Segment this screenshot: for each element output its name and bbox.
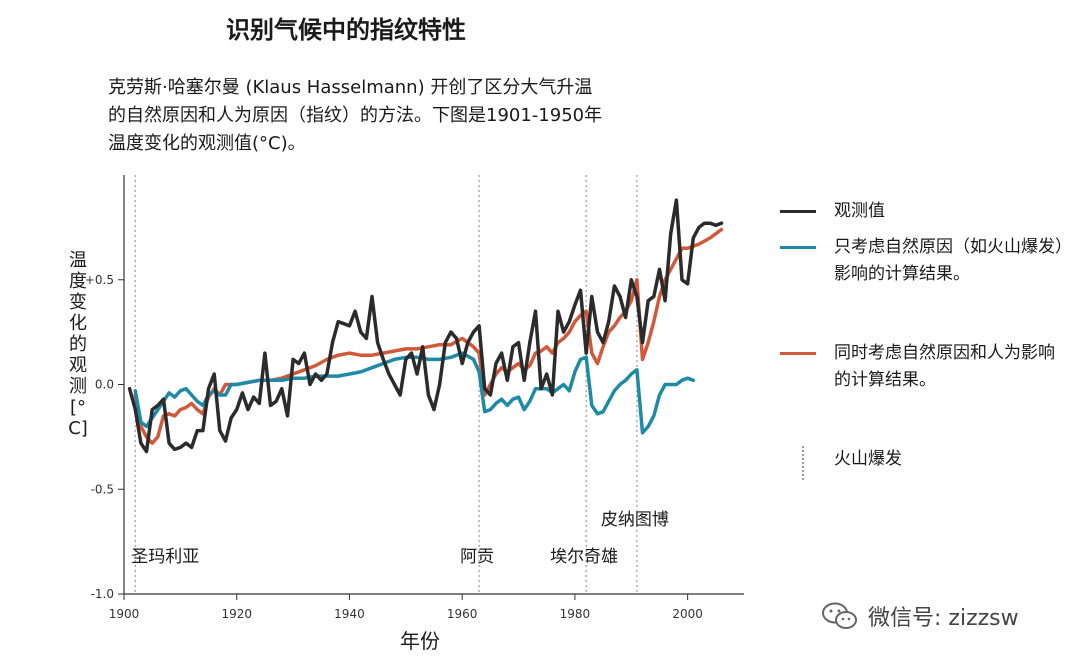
- legend-swatch-observed: [780, 210, 816, 213]
- x-tick-label: 1960: [447, 607, 478, 621]
- x-tick-label: 1980: [560, 607, 591, 621]
- series-line-combined: [133, 227, 724, 445]
- x-tick-label: 1920: [221, 607, 252, 621]
- volcano-label: 阿贡: [460, 547, 494, 567]
- y-axis-label: 温度变化的观测[°C]: [68, 250, 88, 439]
- chart-labels: 圣玛利亚 阿贡 埃尔奇雄 皮纳图博: [131, 510, 669, 567]
- x-tick-label: 1940: [334, 607, 365, 621]
- intro-paragraph: 克劳斯·哈塞尔曼 (Klaus Hasselmann) 开创了区分大气升温 的自…: [108, 74, 668, 158]
- watermark-text: 微信号: zizzsw: [868, 606, 1019, 631]
- y-tick-label: 0.0: [95, 378, 114, 392]
- x-tick-label: 1900: [109, 607, 140, 621]
- page-title: 识别气候中的指纹特性: [226, 16, 466, 44]
- chart-axes: -1.0 -0.5 0.0 +0.5 1900 1920 1940 1960 1980 2000 年…: [85, 175, 744, 653]
- intro-line: 温度变化的观测值(°C)。: [108, 133, 306, 154]
- volcano-label: 埃尔奇雄: [550, 547, 618, 567]
- legend-swatch-natural: [780, 246, 816, 249]
- volcano-label: 圣玛利亚: [131, 547, 199, 567]
- intro-line: 克劳斯·哈塞尔曼 (Klaus Hasselmann) 开创了区分大气升温: [108, 77, 593, 98]
- y-tick-label: +0.5: [85, 273, 114, 287]
- watermark: 微信号: zizzsw: [820, 600, 1019, 632]
- wechat-icon: [822, 602, 857, 629]
- legend-label-observed: 观测值: [834, 201, 885, 221]
- legend-label-natural: 只考虑自然原因（如火山爆发）影响的计算结果。: [834, 237, 1064, 284]
- series-line-observed: [127, 198, 724, 454]
- legend-item-volcano: 火山爆发: [780, 446, 1069, 480]
- intro-line: 的自然原因和人为原因（指纹）的方法。下图是1901-1950年: [108, 105, 603, 126]
- y-tick-label: -1.0: [91, 587, 114, 601]
- legend-item-observed: 观测值: [780, 198, 1069, 225]
- x-axis-label: 年份: [400, 629, 440, 653]
- legend-label-combined: 同时考虑自然原因和人为影响的计算结果。: [834, 343, 1055, 390]
- legend-item-natural: 只考虑自然原因（如火山爆发）影响的计算结果。: [780, 234, 1069, 288]
- legend-label-volcano: 火山爆发: [834, 449, 902, 469]
- y-tick-label: -0.5: [91, 482, 114, 496]
- chart-series: [127, 198, 724, 454]
- x-tick-label: 2000: [672, 607, 703, 621]
- volcano-label: 皮纳图博: [601, 510, 669, 530]
- legend-swatch-combined: [780, 352, 816, 355]
- legend-swatch-volcano: [802, 446, 804, 480]
- legend-item-combined: 同时考虑自然原因和人为影响的计算结果。: [780, 340, 1069, 394]
